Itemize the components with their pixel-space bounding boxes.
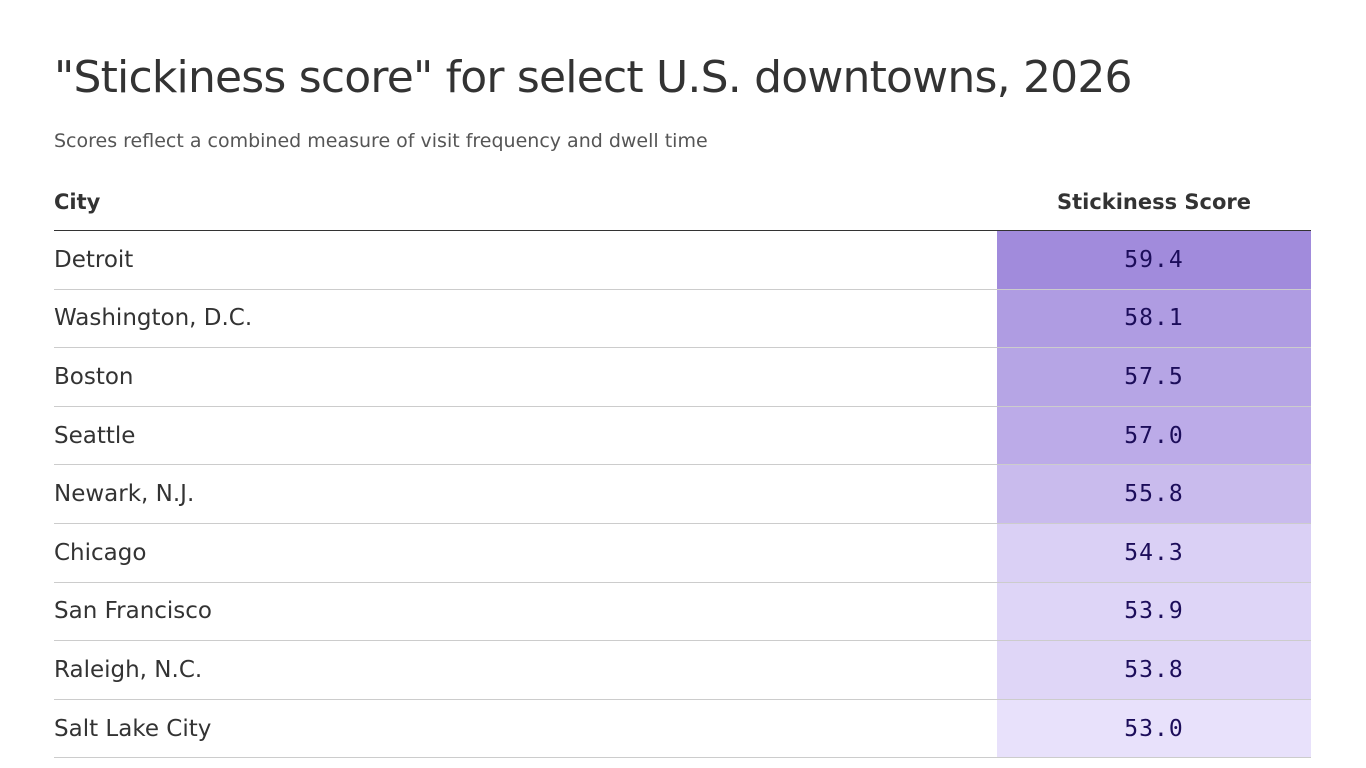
city-cell: Chicago [54, 539, 147, 566]
table-body: Detroit 59.4 Washington, D.C. 58.1 Boston 57.… [54, 231, 1311, 759]
score-cell: 57.5 [997, 348, 1311, 406]
column-header-city: City [54, 190, 101, 214]
table-row: Raleigh, N.C. 53.8 [54, 641, 1311, 700]
table-row: Washington, D.C. 58.1 [54, 289, 1311, 349]
city-cell: San Francisco [54, 598, 213, 625]
table-row: Detroit 59.4 [54, 231, 1311, 290]
score-table: City Stickiness Score Detroit 59.4 Washing… [54, 180, 1311, 759]
score-cell: 58.1 [997, 289, 1311, 348]
score-cell: 53.8 [997, 641, 1311, 699]
score-cell: 57.0 [997, 406, 1311, 465]
score-cell: 53.9 [997, 582, 1311, 641]
city-cell: Seattle [54, 422, 136, 449]
city-cell: Newark, N.J. [54, 481, 195, 508]
table-header: City Stickiness Score [54, 180, 1311, 231]
score-cell: 53.0 [997, 699, 1311, 758]
city-cell: Raleigh, N.C. [54, 656, 203, 683]
table-row: Boston 57.5 [54, 348, 1311, 407]
city-cell: Washington, D.C. [54, 305, 253, 332]
chart-title: "Stickiness score" for select U.S. downt… [54, 52, 1133, 103]
table-row: Chicago 54.3 [54, 523, 1311, 583]
chart-subtitle: Scores reflect a combined measure of vis… [54, 130, 708, 152]
score-cell: 54.3 [997, 523, 1311, 582]
score-cell: 59.4 [997, 231, 1311, 289]
table-row: San Francisco 53.9 [54, 582, 1311, 642]
city-cell: Salt Lake City [54, 715, 212, 742]
table-row: Salt Lake City 53.0 [54, 699, 1311, 759]
city-cell: Detroit [54, 246, 134, 273]
column-header-score: Stickiness Score [1056, 190, 1252, 214]
score-cell: 55.8 [997, 465, 1311, 523]
city-cell: Boston [54, 363, 134, 390]
table-row: Newark, N.J. 55.8 [54, 465, 1311, 524]
table-row: Seattle 57.0 [54, 406, 1311, 466]
